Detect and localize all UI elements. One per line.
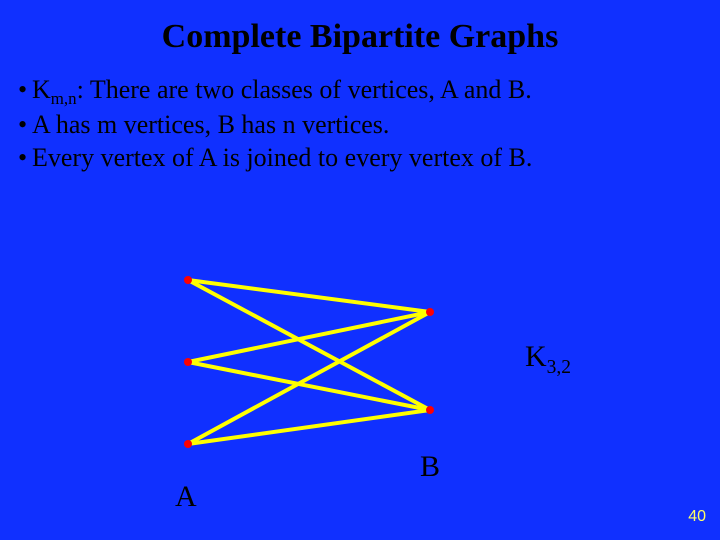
graph-node xyxy=(426,406,434,414)
graph-node xyxy=(184,358,192,366)
graph-name-label: K3,2 xyxy=(525,340,571,379)
graph-edge xyxy=(188,280,430,410)
bullet-text: A has m vertices, B has n vertices. xyxy=(32,110,389,139)
bullet-item: •Every vertex of A is joined to every ve… xyxy=(18,142,702,175)
graph-node xyxy=(184,440,192,448)
graph-edges xyxy=(188,280,430,444)
bullet-text: Every vertex of A is joined to every ver… xyxy=(32,143,532,172)
bullet-list: •Km,n: There are two classes of vertices… xyxy=(0,56,720,174)
graph-nodes xyxy=(184,276,434,448)
bullet-item: •A has m vertices, B has n vertices. xyxy=(18,109,702,142)
graph-edge xyxy=(188,312,430,444)
graph-edge xyxy=(188,312,430,362)
graph-edge xyxy=(188,362,430,410)
set-label-a: A xyxy=(175,480,197,514)
graph-node xyxy=(426,308,434,316)
graph-edge xyxy=(188,410,430,444)
set-label-b: B xyxy=(420,450,440,484)
bullet-text: Km,n: There are two classes of vertices,… xyxy=(32,75,532,104)
slide-title: Complete Bipartite Graphs xyxy=(0,0,720,56)
page-number: 40 xyxy=(688,508,706,526)
graph-edge xyxy=(188,280,430,312)
graph-node xyxy=(184,276,192,284)
bullet-item: •Km,n: There are two classes of vertices… xyxy=(18,74,702,109)
